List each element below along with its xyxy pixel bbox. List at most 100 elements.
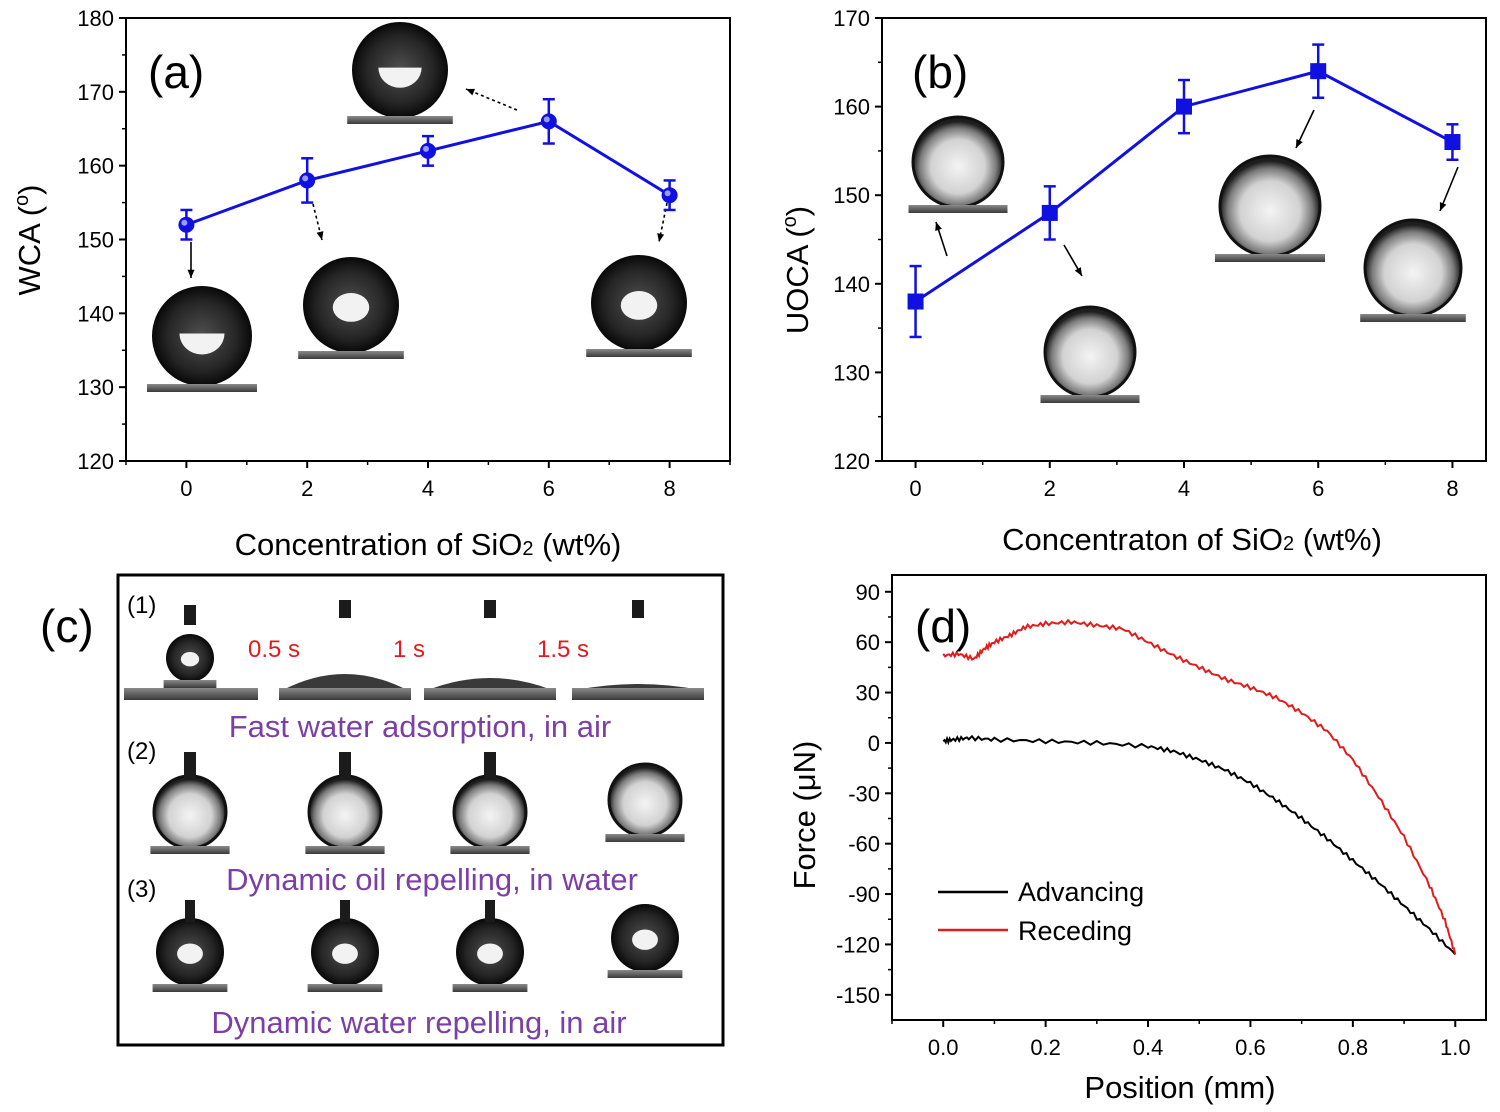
y-tick-label: 140	[833, 272, 870, 297]
x-tick-label: 0	[180, 476, 192, 501]
substrate	[279, 688, 411, 700]
spread-droplet	[283, 674, 407, 690]
substrate	[450, 846, 530, 854]
substrate	[307, 984, 383, 992]
frame-row3-droplet	[307, 918, 383, 992]
pointer-arrow-head	[1296, 139, 1303, 148]
droplet-body	[607, 762, 683, 838]
y-tick-label: 60	[856, 630, 880, 655]
substrate	[305, 846, 385, 854]
panel-d-chart: 90 60 30 0 -30 -60 -90 -120 -150 0.0 0.2 0.4 0.6 0.8…	[787, 574, 1487, 1105]
substrate	[347, 116, 453, 124]
panel-a-droplet-images	[147, 22, 692, 392]
panel-d-x-axis-title: Position (mm)	[1084, 1070, 1275, 1105]
substrate	[1040, 395, 1140, 403]
panel-b-y-axis-title: UOCA (o)	[779, 206, 815, 334]
panel-b-droplet-images	[908, 109, 1466, 403]
row-3-label: (3)	[127, 876, 156, 903]
substrate	[124, 688, 258, 700]
panel-a-label: (a)	[148, 46, 204, 98]
data-point-shine	[543, 116, 550, 123]
y-tick-label: 120	[77, 449, 114, 474]
series-line-receding	[942, 618, 1457, 955]
data-point	[1176, 98, 1192, 115]
substrate	[607, 970, 683, 978]
droplet-body	[452, 774, 528, 850]
substrate	[452, 984, 528, 992]
needle	[484, 600, 496, 618]
x-tick-label: 8	[1446, 476, 1458, 501]
panel-b-chart: 120 130 140 150 160 170 0 2 4 6 8 (b) Concentrato…	[779, 6, 1487, 557]
droplet-highlight	[332, 293, 370, 322]
droplet-image-0wt	[908, 115, 1008, 213]
data-point-shine	[302, 175, 309, 182]
pointer-arrow-head	[1439, 202, 1447, 211]
y-tick-label: -60	[848, 832, 880, 857]
x-tick-label: 0.2	[1030, 1035, 1061, 1060]
substrate	[605, 834, 685, 842]
data-point-shine	[423, 145, 429, 152]
y-tick-label: 150	[833, 183, 870, 208]
panel-a-y-axis-title: WCA (o)	[11, 184, 47, 295]
panel-c-image-sequence: (c) (1) (2) (3) 0.5 s 1 s 1.5 s Fast wat…	[40, 573, 725, 1047]
y-tick-label: 180	[77, 6, 114, 31]
panel-b-series	[907, 43, 1461, 339]
panel-d-y-axis: 90 60 30 0 -30 -60 -90 -120 -150	[836, 580, 892, 1008]
x-tick-label: 1.0	[1440, 1035, 1471, 1060]
panel-a-series	[178, 97, 678, 241]
needle	[484, 752, 496, 780]
data-point	[1041, 204, 1058, 221]
droplet-highlight	[332, 943, 358, 964]
droplet-highlight	[177, 943, 203, 964]
x-tick-label: 0.8	[1338, 1035, 1369, 1060]
substrate	[908, 205, 1008, 213]
substrate	[1215, 254, 1325, 262]
droplet-body	[152, 774, 228, 850]
needle	[339, 600, 351, 618]
droplet-image-8wt	[586, 255, 692, 357]
frame-row3-droplet	[152, 918, 228, 992]
droplet-image-8wt	[1360, 218, 1466, 322]
substrate	[424, 688, 556, 700]
row-1-caption: Fast water adsorption, in air	[229, 709, 612, 744]
legend-advancing-label: Advancing	[1018, 877, 1144, 907]
time-label-0-5s: 0.5 s	[248, 636, 300, 663]
panel-a-x-axis-title: Concentration of SiO2 (wt%)	[235, 527, 622, 562]
y-tick-label: 30	[856, 681, 880, 706]
droplet-highlight	[620, 291, 658, 320]
droplet-body	[1218, 154, 1322, 258]
x-tick-label: 6	[1312, 476, 1324, 501]
y-tick-label: -30	[848, 781, 880, 806]
needle	[185, 900, 195, 922]
frame-row2-droplet	[605, 762, 685, 842]
data-point-shine	[664, 190, 671, 197]
frame-row3-droplet	[607, 904, 683, 978]
droplet-body	[1043, 305, 1137, 399]
panel-d-frame	[891, 574, 1487, 1021]
panel-b-y-axis: 120 130 140 150 160 170	[833, 6, 882, 474]
row-1-label: (1)	[127, 592, 156, 619]
x-tick-label: 4	[422, 476, 434, 501]
substrate	[1360, 314, 1466, 322]
droplet-image-0wt	[147, 286, 257, 392]
spread-droplet	[428, 678, 552, 690]
x-tick-label: 0.6	[1235, 1035, 1266, 1060]
data-point	[1310, 63, 1327, 80]
y-tick-label: 90	[856, 580, 880, 605]
substrate	[150, 846, 230, 854]
panel-d-x-axis: 0.0 0.2 0.4 0.6 0.8 1.0	[891, 1020, 1471, 1060]
droplet-image-6wt	[347, 22, 453, 124]
panel-a-x-axis: 0 2 4 6 8	[125, 461, 731, 501]
substrate	[163, 680, 217, 688]
panel-c-frames	[124, 600, 704, 992]
droplet-image-6wt	[1215, 154, 1325, 262]
legend-receding-label: Receding	[1018, 916, 1132, 946]
substrate	[147, 384, 257, 392]
y-tick-label: -120	[836, 932, 880, 957]
x-tick-label: 0	[909, 476, 921, 501]
x-tick-label: 8	[663, 476, 675, 501]
x-tick-label: 4	[1178, 476, 1190, 501]
needle	[184, 752, 196, 780]
frame-row3-droplet	[452, 918, 528, 992]
pointer-arrow-head	[466, 88, 475, 96]
